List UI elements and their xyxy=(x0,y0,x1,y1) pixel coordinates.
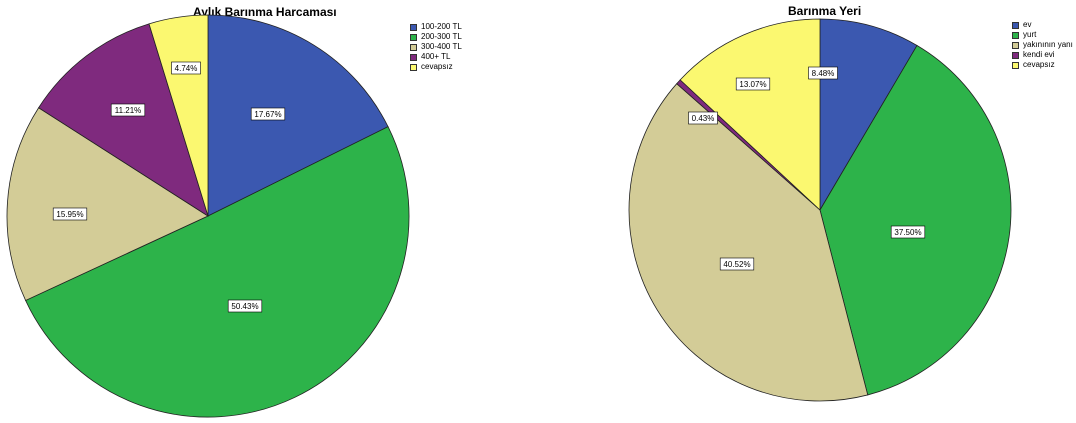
legend-label: ev xyxy=(1023,20,1032,29)
legend-item: yurt xyxy=(1012,30,1073,40)
pie-slice-2-5 xyxy=(679,18,821,211)
legend-label: 300-400 TL xyxy=(421,42,462,51)
svg-text:8.48%: 8.48% xyxy=(812,69,835,78)
data-label-1-3: 15.95% xyxy=(52,207,88,221)
legend-label: kendi evi xyxy=(1023,50,1055,59)
chart-title-housing-place: Barınma Yeri xyxy=(788,4,862,18)
legend-item: cevapsız xyxy=(410,62,462,72)
legend-label: 200-300 TL xyxy=(421,32,462,41)
data-label-2-1: 8.48% xyxy=(808,66,838,80)
legend-label: 400+ TL xyxy=(421,52,451,61)
legend-swatch xyxy=(1012,51,1019,59)
data-label-2-5: 13.07% xyxy=(735,77,771,91)
svg-text:0.43%: 0.43% xyxy=(692,114,715,123)
legend-label: yurt xyxy=(1023,30,1037,39)
pie-slice-1-2 xyxy=(25,126,410,418)
pie-slice-1-3 xyxy=(6,107,209,301)
pie-slice-2-1 xyxy=(819,18,918,212)
legend-swatch xyxy=(1012,21,1019,29)
svg-text:13.07%: 13.07% xyxy=(739,80,766,89)
legend-label: cevapsız xyxy=(421,62,453,71)
legend-swatch xyxy=(410,53,417,61)
legend-label: cevapsız xyxy=(1023,60,1055,69)
legend-swatch xyxy=(1012,41,1019,49)
data-label-2-3: 40.52% xyxy=(719,257,755,271)
legend-swatch xyxy=(410,43,417,51)
legend-item: 300-400 TL xyxy=(410,42,462,52)
data-label-1-1: 17.67% xyxy=(250,107,286,121)
legend-item: yakınının yanı xyxy=(1012,40,1073,50)
legend-label: 100-200 TL xyxy=(421,22,462,31)
legend-item: 200-300 TL xyxy=(410,32,462,42)
svg-text:17.67%: 17.67% xyxy=(254,110,281,119)
pie-slice-1-1 xyxy=(207,14,389,217)
legend-label: yakınının yanı xyxy=(1023,40,1073,49)
legend-swatch xyxy=(1012,31,1019,39)
svg-text:50.43%: 50.43% xyxy=(231,302,258,311)
svg-text:40.52%: 40.52% xyxy=(723,260,750,269)
svg-text:37.50%: 37.50% xyxy=(894,228,921,237)
legend-swatch xyxy=(410,63,417,71)
chart-title-monthly-housing: Aylık Barınma Harcaması xyxy=(193,5,337,19)
svg-text:15.95%: 15.95% xyxy=(56,210,83,219)
legend-monthly-housing: 100-200 TL 200-300 TL 300-400 TL 400+ TL cev… xyxy=(410,22,462,72)
legend-item: cevapsız xyxy=(1012,60,1073,70)
legend-item: kendi evi xyxy=(1012,50,1073,60)
legend-item: 400+ TL xyxy=(410,52,462,62)
legend-swatch xyxy=(410,23,417,31)
legend-item: 100-200 TL xyxy=(410,22,462,32)
pie-slice-1-4 xyxy=(38,23,209,217)
data-label-1-2: 50.43% xyxy=(227,299,263,313)
svg-text:11.21%: 11.21% xyxy=(115,106,142,115)
data-label-2-2: 37.50% xyxy=(890,225,926,239)
pie-slice-2-2 xyxy=(819,44,1012,396)
legend-housing-place: ev yurt yakınının yanı kendi evi cevapsız xyxy=(1012,20,1073,70)
legend-swatch xyxy=(1012,61,1019,69)
pie-slice-2-3 xyxy=(628,83,869,402)
svg-text:4.74%: 4.74% xyxy=(175,64,198,73)
legend-swatch xyxy=(410,33,417,41)
data-label-2-4: 0.43% xyxy=(688,111,718,125)
legend-item: ev xyxy=(1012,20,1073,30)
data-label-1-4: 11.21% xyxy=(110,103,146,117)
data-label-1-5: 4.74% xyxy=(171,61,201,75)
